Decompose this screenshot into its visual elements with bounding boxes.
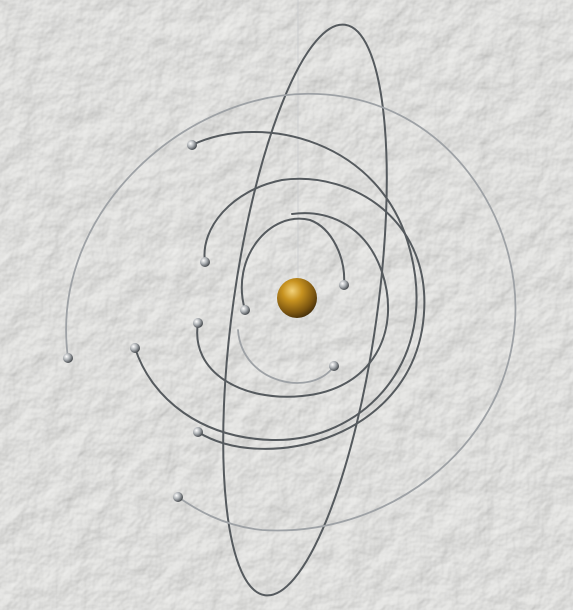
outer-orbit [65,93,517,532]
inner-orbit [240,217,346,311]
electron [193,318,203,328]
third-orbit [197,177,426,450]
electron [193,427,203,437]
electron [240,305,250,315]
vertical-orbit [222,23,388,597]
inner-orbit-lower [237,329,335,384]
electron [329,361,339,371]
electron [63,353,73,363]
electron [200,257,210,267]
nucleus [277,278,317,318]
electron [173,492,183,502]
fourth-orbit [196,212,390,398]
second-orbit [134,131,418,442]
electron [130,343,140,353]
electron [187,140,197,150]
electron [339,280,349,290]
